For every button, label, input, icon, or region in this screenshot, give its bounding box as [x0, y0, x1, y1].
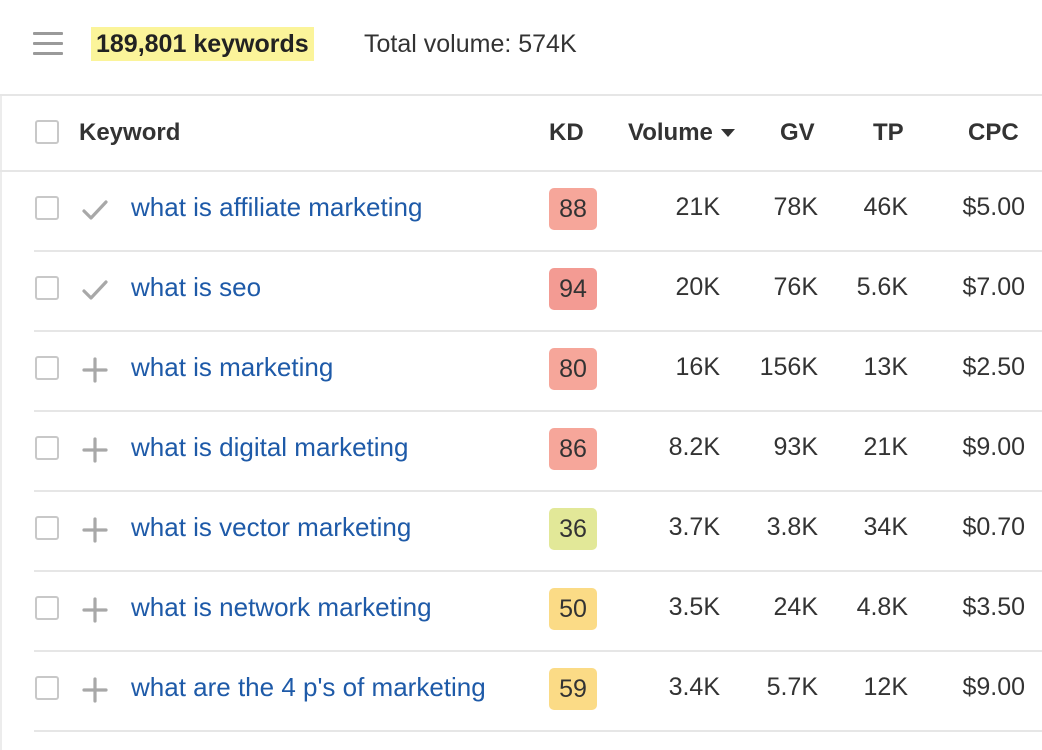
volume-cell: 8.2K: [668, 433, 720, 461]
cpc-cell: $2.50: [962, 353, 1025, 381]
keyword-link[interactable]: what is affiliate marketing: [131, 192, 423, 222]
column-header-kd[interactable]: KD: [549, 119, 584, 146]
volume-cell: 16K: [675, 353, 720, 381]
tp-cell: 12K: [863, 673, 908, 701]
cpc-cell: $9.00: [962, 673, 1025, 701]
table-header: Keyword KD Volume GV TP CPC: [0, 96, 1042, 172]
tp-cell: 34K: [863, 513, 908, 541]
column-header-volume[interactable]: Volume: [628, 96, 735, 170]
row-checkbox[interactable]: [35, 596, 59, 620]
row-divider: [34, 330, 1042, 332]
cpc-cell: $3.50: [962, 593, 1025, 621]
tp-cell: 5.6K: [856, 273, 908, 301]
gv-cell: 5.7K: [766, 673, 818, 701]
column-header-cpc[interactable]: CPC: [968, 119, 1019, 146]
cpc-cell: $9.00: [962, 433, 1025, 461]
cpc-cell: $7.00: [962, 273, 1025, 301]
volume-cell: 3.4K: [668, 673, 720, 701]
kd-badge: 50: [549, 588, 597, 630]
add-plus-icon[interactable]: [81, 596, 109, 624]
gv-cell: 76K: [773, 273, 818, 301]
volume-cell: 3.5K: [668, 593, 720, 621]
total-volume: Total volume: 574K: [364, 30, 577, 58]
column-header-tp[interactable]: TP: [873, 119, 904, 146]
column-header-gv[interactable]: GV: [780, 119, 815, 146]
add-plus-icon[interactable]: [81, 676, 109, 704]
table-row: what is marketing 80 16K 156K 13K $2.50: [0, 332, 1042, 412]
keyword-link[interactable]: what is marketing: [131, 352, 334, 382]
add-plus-icon[interactable]: [81, 516, 109, 544]
keyword-link[interactable]: what are the 4 p's of marketing: [131, 672, 486, 702]
table-row: what is digital marketing 86 8.2K 93K 21K $9.…: [0, 412, 1042, 492]
keyword-count-badge: 189,801 keywords: [91, 27, 314, 61]
row-checkbox[interactable]: [35, 436, 59, 460]
keyword-link[interactable]: what is vector marketing: [131, 512, 412, 542]
keyword-link[interactable]: what is digital marketing: [131, 432, 409, 462]
gv-cell: 156K: [759, 353, 818, 381]
keyword-link[interactable]: what is network marketing: [131, 592, 432, 622]
tp-cell: 46K: [863, 193, 908, 221]
kd-badge: 36: [549, 508, 597, 550]
cpc-cell: $5.00: [962, 193, 1025, 221]
gv-cell: 24K: [773, 593, 818, 621]
gv-cell: 3.8K: [766, 513, 818, 541]
volume-cell: 20K: [675, 273, 720, 301]
row-checkbox[interactable]: [35, 276, 59, 300]
row-checkbox[interactable]: [35, 516, 59, 540]
tp-cell: 13K: [863, 353, 908, 381]
row-divider: [34, 570, 1042, 572]
added-check-icon: [81, 196, 109, 224]
tp-cell: 21K: [863, 433, 908, 461]
row-divider: [34, 490, 1042, 492]
summary-bar: 189,801 keywords Total volume: 574K: [0, 0, 1042, 96]
table-row: what is network marketing 50 3.5K 24K 4.8K $3…: [0, 572, 1042, 652]
row-checkbox[interactable]: [35, 356, 59, 380]
row-divider: [34, 250, 1042, 252]
hamburger-menu-icon[interactable]: [33, 32, 63, 56]
table-row: what are the 4 p's of marketing 59 3.4K 5.7…: [0, 652, 1042, 732]
column-header-keyword[interactable]: Keyword: [79, 119, 181, 146]
table-row: what is affiliate marketing 88 21K 78K 46K $5…: [0, 172, 1042, 252]
kd-badge: 59: [549, 668, 597, 710]
gv-cell: 93K: [773, 433, 818, 461]
row-divider: [34, 410, 1042, 412]
row-divider: [34, 730, 1042, 732]
gv-cell: 78K: [773, 193, 818, 221]
table-row: what is seo 94 20K 76K 5.6K $7.00: [0, 252, 1042, 332]
cpc-cell: $0.70: [962, 513, 1025, 541]
add-plus-icon[interactable]: [81, 436, 109, 464]
left-border: [0, 0, 2, 750]
table-row: what is vector marketing 36 3.7K 3.8K 34K $0.…: [0, 492, 1042, 572]
row-checkbox[interactable]: [35, 676, 59, 700]
kd-badge: 94: [549, 268, 597, 310]
kd-badge: 80: [549, 348, 597, 390]
sort-desc-caret-icon: [720, 129, 735, 137]
select-all-checkbox[interactable]: [35, 120, 59, 144]
kd-badge: 86: [549, 428, 597, 470]
row-checkbox[interactable]: [35, 196, 59, 220]
tp-cell: 4.8K: [856, 593, 908, 621]
add-plus-icon[interactable]: [81, 356, 109, 384]
volume-cell: 21K: [675, 193, 720, 221]
row-divider: [34, 650, 1042, 652]
volume-cell: 3.7K: [668, 513, 720, 541]
kd-badge: 88: [549, 188, 597, 230]
added-check-icon: [81, 276, 109, 304]
column-header-volume-label: Volume: [628, 119, 713, 146]
keyword-link[interactable]: what is seo: [131, 272, 262, 302]
